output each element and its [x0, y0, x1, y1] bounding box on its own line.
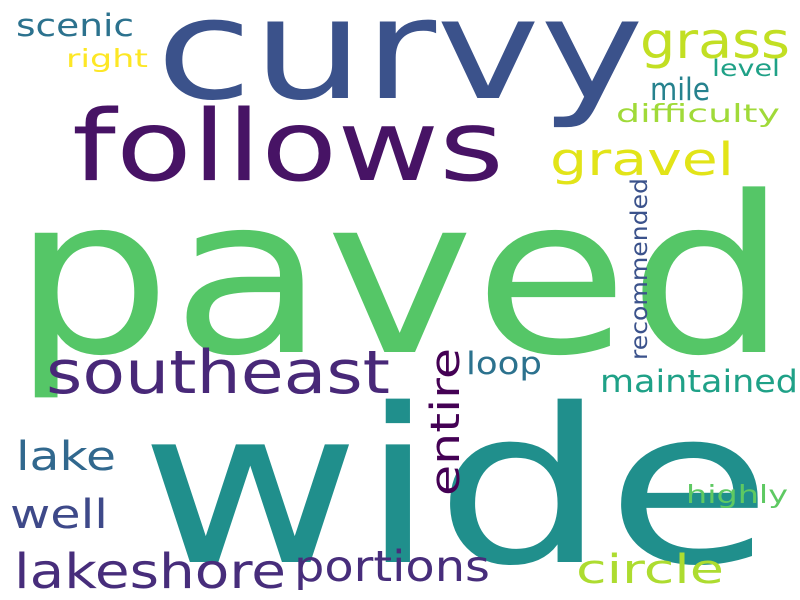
word-follows: follows: [72, 90, 504, 204]
word-circle: circle: [576, 547, 724, 593]
word-maintained: maintained: [600, 364, 798, 400]
word-difficulty: difficulty: [616, 99, 780, 128]
word-highly: highly: [686, 480, 788, 509]
word-southeast: southeast: [46, 338, 390, 408]
word-right: right: [66, 44, 148, 73]
word-mile: mile: [650, 72, 710, 108]
word-paved: paved: [12, 151, 788, 404]
word-wide: wide: [140, 362, 772, 600]
word-curvy: curvy: [156, 0, 644, 132]
word-entire: entire: [423, 348, 469, 496]
word-grass: grass: [640, 12, 790, 70]
word-lake: lake: [16, 434, 116, 480]
word-loop: loop: [466, 346, 542, 382]
word-level: level: [712, 56, 780, 82]
word-scenic: scenic: [16, 8, 134, 44]
word-recommended: recommended: [627, 178, 653, 360]
word-well: well: [10, 492, 108, 538]
word-lakeshore: lakeshore: [14, 544, 286, 600]
word-portions: portions: [294, 542, 490, 592]
word-gravel: gravel: [550, 133, 734, 186]
